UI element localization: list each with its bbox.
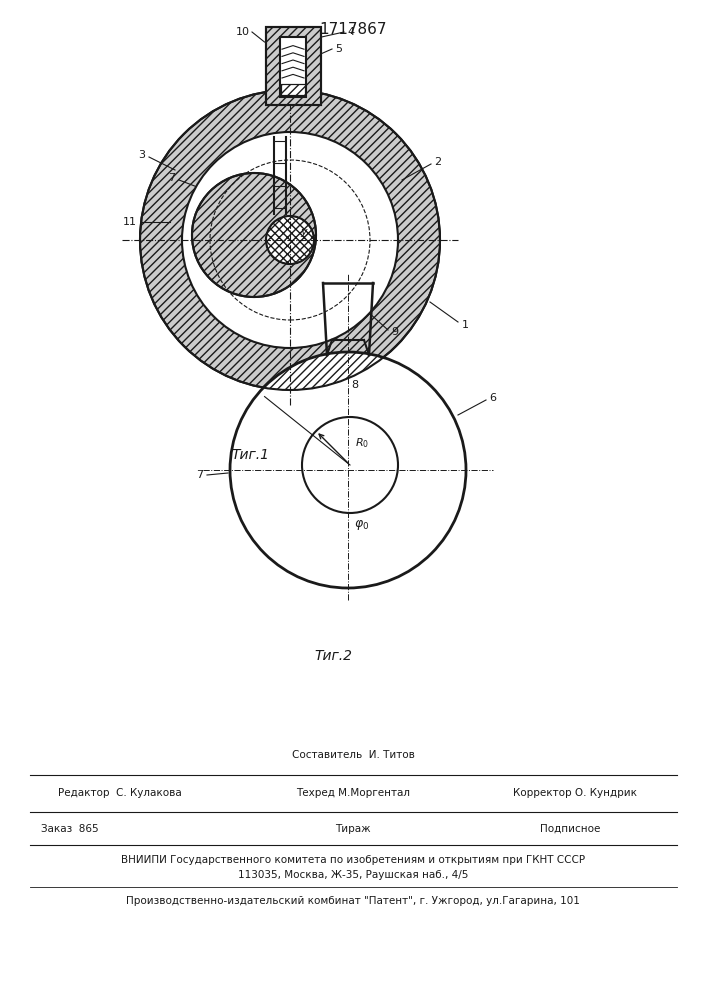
Text: y: y: [300, 227, 308, 237]
Circle shape: [230, 352, 466, 588]
Text: Составитель  И. Титов: Составитель И. Титов: [291, 750, 414, 760]
Text: Подписное: Подписное: [540, 824, 600, 834]
Text: $\varphi_0$: $\varphi_0$: [354, 518, 370, 532]
Text: 5: 5: [336, 44, 342, 54]
Text: 1717867: 1717867: [320, 22, 387, 37]
Text: 7: 7: [197, 470, 204, 480]
Text: 8: 8: [351, 380, 358, 390]
Text: 4: 4: [347, 27, 355, 37]
Circle shape: [266, 216, 314, 264]
Text: 11: 11: [123, 217, 137, 227]
Text: Τиг.1: Τиг.1: [231, 448, 269, 462]
Text: Техред М.Моргентал: Техред М.Моргентал: [296, 788, 410, 798]
Text: 1: 1: [462, 320, 469, 330]
Text: 10: 10: [236, 27, 250, 37]
Text: Заказ  865: Заказ 865: [41, 824, 99, 834]
Circle shape: [192, 173, 316, 297]
Bar: [281, 84, 305, 95]
Text: ВНИИПИ Государственного комитета по изобретениям и открытиям при ГКНТ СССР: ВНИИПИ Государственного комитета по изоб…: [121, 855, 585, 865]
Text: 113035, Москва, Ж-35, Раушская наб., 4/5: 113035, Москва, Ж-35, Раушская наб., 4/5: [238, 870, 468, 880]
Bar: [281, 84, 305, 95]
Text: Корректор О. Кундрик: Корректор О. Кундрик: [513, 788, 637, 798]
Text: 3: 3: [139, 150, 146, 160]
Text: 6: 6: [489, 393, 496, 403]
Bar: [266, 27, 320, 105]
Circle shape: [140, 90, 440, 390]
Text: Τиг.2: Τиг.2: [314, 649, 352, 663]
Text: Редактор  С. Кулакова: Редактор С. Кулакова: [58, 788, 182, 798]
Bar: [266, 27, 320, 105]
Text: $R_0$: $R_0$: [355, 436, 369, 450]
Text: 2: 2: [434, 157, 442, 167]
Text: Тираж: Тираж: [335, 824, 370, 834]
Text: 7: 7: [168, 173, 175, 183]
Text: 9: 9: [392, 327, 399, 337]
Circle shape: [302, 417, 398, 513]
Text: Производственно-издательский комбинат "Патент", г. Ужгород, ул.Гагарина, 101: Производственно-издательский комбинат "П…: [126, 896, 580, 906]
Bar: [280, 37, 306, 97]
Circle shape: [182, 132, 398, 348]
